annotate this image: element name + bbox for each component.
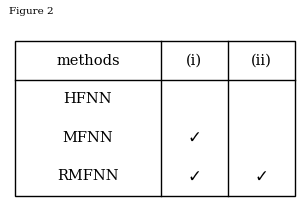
Text: methods: methods [56,54,120,68]
Text: Figure 2: Figure 2 [9,7,54,16]
Text: ✓: ✓ [187,129,201,147]
Text: ✓: ✓ [187,167,201,185]
Text: (ii): (ii) [251,54,272,68]
Text: HFNN: HFNN [64,92,112,106]
Text: MFNN: MFNN [63,131,113,145]
Text: RMFNN: RMFNN [57,169,119,183]
Text: ✓: ✓ [254,167,268,185]
Bar [15,41,295,196]
Text: (i): (i) [186,54,202,68]
